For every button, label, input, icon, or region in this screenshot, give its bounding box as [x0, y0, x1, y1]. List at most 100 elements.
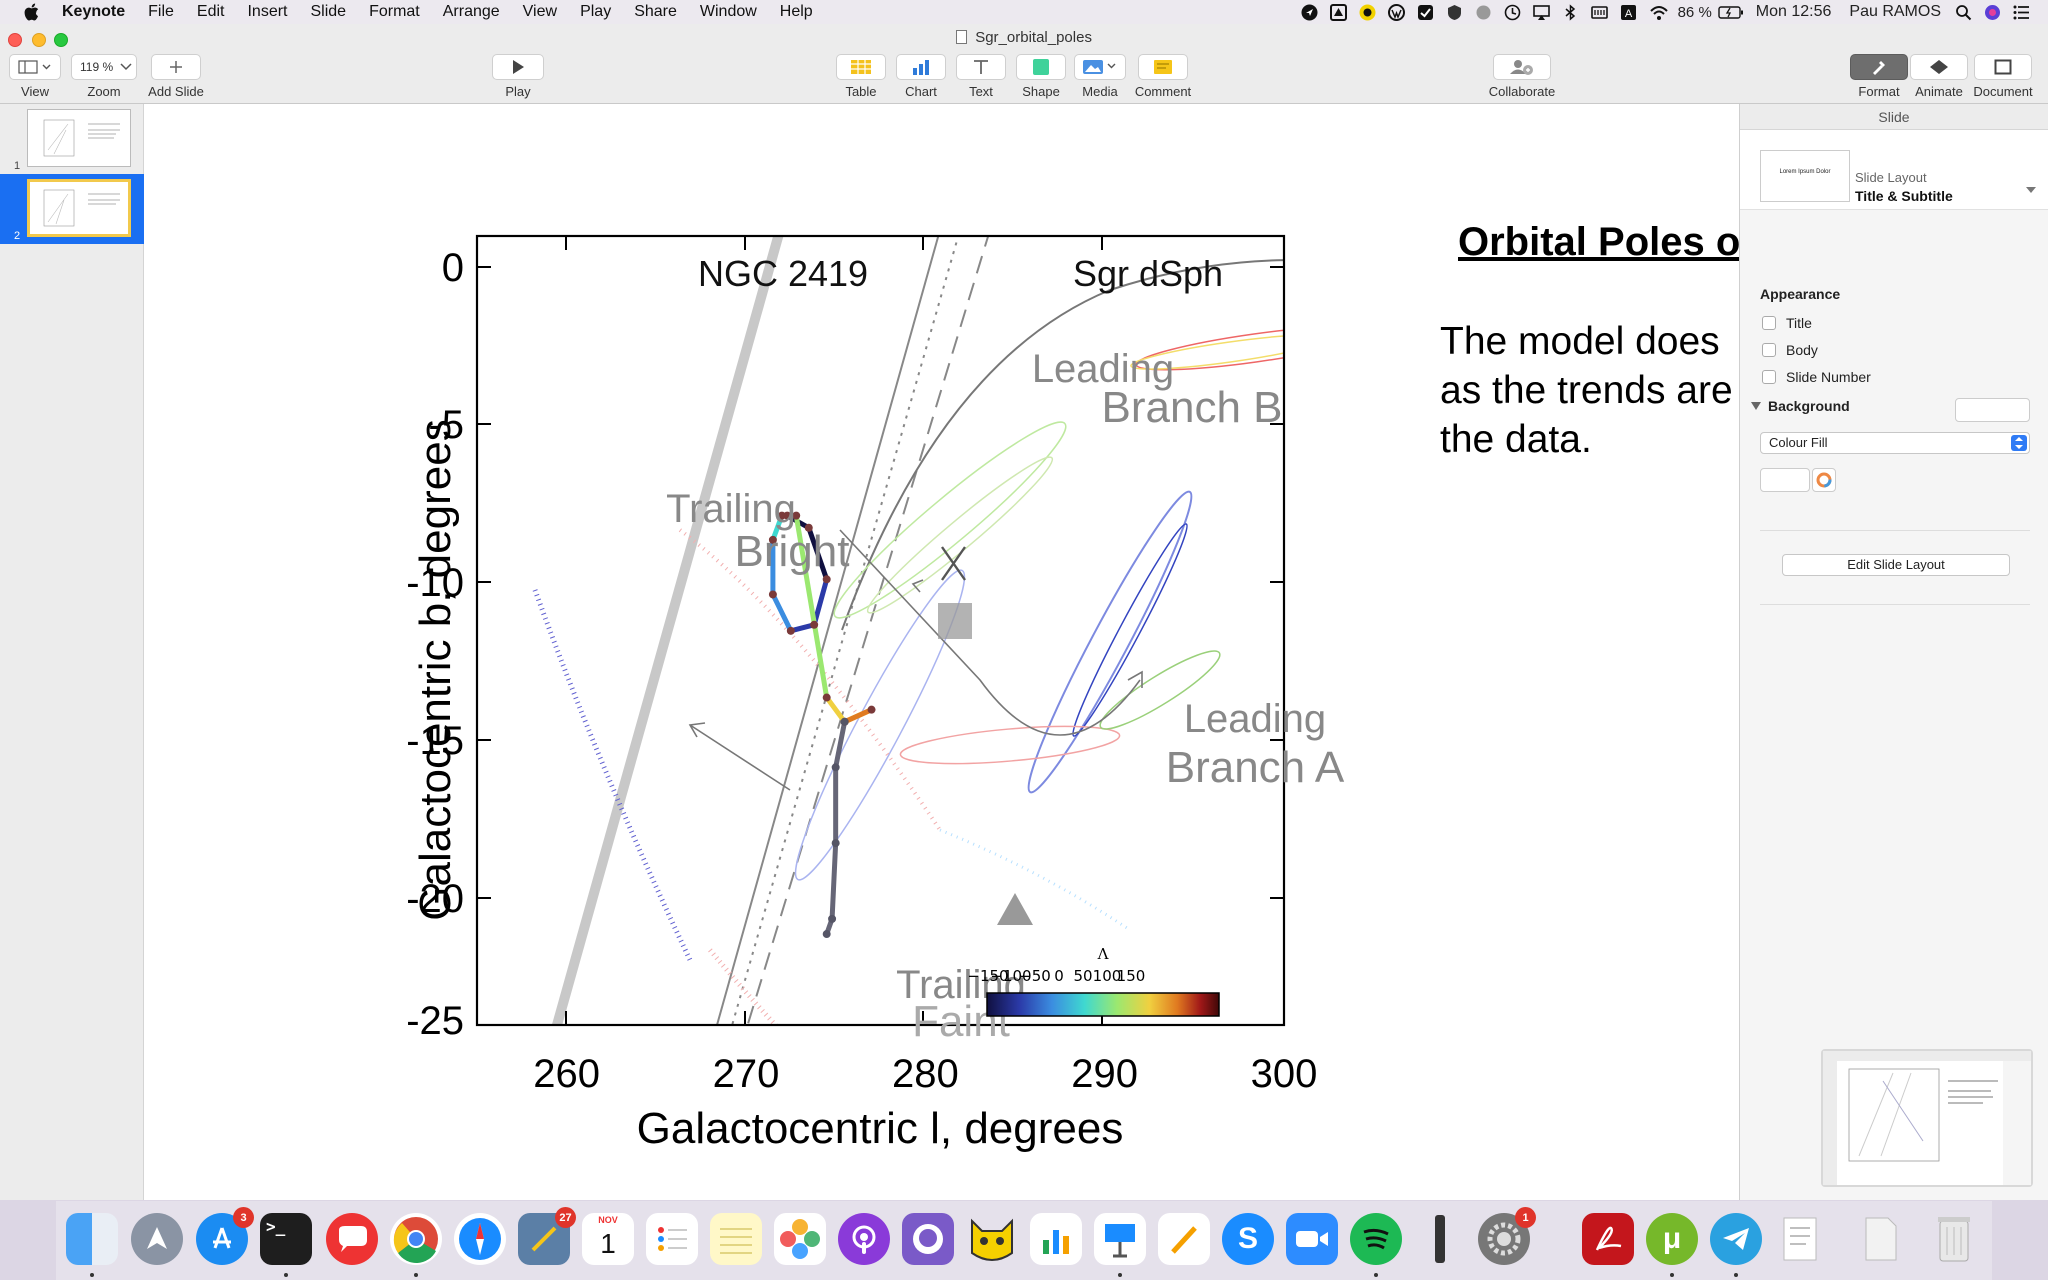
fill-type-dropdown[interactable]: Colour Fill	[1760, 432, 2030, 454]
pages-icon[interactable]	[1158, 1213, 1210, 1265]
document-control[interactable]: Document	[1970, 54, 2036, 99]
drive-icon[interactable]	[1329, 3, 1347, 21]
podcasts-icon[interactable]	[838, 1213, 890, 1265]
menu-app-name[interactable]: Keynote	[62, 3, 126, 20]
menu-play[interactable]: Play	[580, 3, 612, 20]
chart-button[interactable]	[896, 54, 946, 80]
checkbox-box[interactable]	[1762, 316, 1776, 330]
color-wheel-button[interactable]	[1812, 468, 1836, 492]
github-icon[interactable]	[902, 1213, 954, 1265]
terminal-icon[interactable]: >_	[260, 1213, 312, 1265]
play-control[interactable]: Play	[492, 54, 544, 99]
menu-format[interactable]: Format	[369, 3, 420, 20]
keynote-icon[interactable]	[1094, 1213, 1146, 1265]
slide-number-checkbox[interactable]: Slide Number	[1762, 368, 1871, 386]
chevron-down-icon[interactable]	[2025, 185, 2037, 195]
collaborate-control[interactable]: Collaborate	[1484, 54, 1560, 99]
downloads-stack-icon[interactable]	[1854, 1213, 1906, 1265]
app-store-icon[interactable]: 3	[196, 1207, 254, 1265]
chat-app-icon[interactable]	[326, 1213, 378, 1265]
clock[interactable]: Mon 12:56	[1755, 3, 1832, 20]
table-control[interactable]: Table	[836, 54, 886, 99]
system-preferences-icon[interactable]: 1	[1478, 1207, 1536, 1265]
battery-icon[interactable]	[1718, 4, 1744, 21]
play-button[interactable]	[492, 54, 544, 80]
menu-edit[interactable]: Edit	[196, 3, 225, 20]
notification-center-icon[interactable]	[2013, 4, 2030, 21]
telegram-icon[interactable]	[1710, 1213, 1762, 1265]
finder-icon[interactable]	[66, 1213, 118, 1265]
screenshot-preview-thumbnail[interactable]	[1821, 1049, 2033, 1187]
comment-button[interactable]	[1138, 54, 1188, 80]
document-title[interactable]: Sgr_orbital_poles	[975, 29, 1092, 46]
photos-icon[interactable]	[774, 1213, 826, 1265]
shield-icon[interactable]	[1446, 4, 1463, 21]
cyberduck-cat-icon[interactable]	[966, 1213, 1018, 1265]
wordpress-icon[interactable]	[1387, 3, 1405, 21]
disclosure-triangle-icon[interactable]	[1750, 401, 1762, 411]
trash-icon[interactable]	[1928, 1213, 1980, 1265]
zoom-window-button[interactable]	[54, 33, 68, 47]
add-slide-control[interactable]: Add Slide	[148, 54, 204, 99]
memory-icon[interactable]	[1590, 4, 1608, 21]
safari-icon[interactable]	[454, 1213, 506, 1265]
utorrent-icon[interactable]: μ	[1646, 1213, 1698, 1265]
menu-view[interactable]: View	[522, 3, 558, 20]
media-button[interactable]	[1074, 54, 1126, 80]
collaborate-button[interactable]	[1493, 54, 1551, 80]
checkbox-box[interactable]	[1762, 370, 1776, 384]
zoom-dropdown[interactable]: 119 %	[71, 54, 137, 80]
notes-icon[interactable]	[710, 1213, 762, 1265]
animate-button[interactable]	[1910, 54, 1968, 80]
time-machine-icon[interactable]	[1504, 4, 1521, 21]
background-color-well[interactable]	[1955, 398, 2030, 422]
checkbox-box[interactable]	[1762, 343, 1776, 357]
view-control[interactable]: View	[8, 54, 62, 99]
text-button[interactable]	[956, 54, 1006, 80]
menu-slide[interactable]: Slide	[310, 3, 347, 20]
zoom-app-icon[interactable]	[1286, 1213, 1338, 1265]
menu-arrange[interactable]: Arrange	[442, 3, 500, 20]
menu-share[interactable]: Share	[634, 3, 677, 20]
minimize-window-button[interactable]	[32, 33, 46, 47]
slide-canvas[interactable]: 0 -5 -10 -15 -20 -25 260 270 280 290 300 NGC 2419…	[145, 104, 1741, 1200]
inspector-tab-slide[interactable]: Slide	[1740, 104, 2048, 130]
user-name[interactable]: Pau RAMOS	[1849, 3, 1941, 20]
acrobat-icon[interactable]	[1582, 1213, 1634, 1265]
view-button[interactable]	[9, 54, 61, 80]
shape-control[interactable]: Shape	[1016, 54, 1066, 99]
comment-control[interactable]: Comment	[1132, 54, 1194, 99]
zoom-control[interactable]: 119 % Zoom	[70, 54, 138, 99]
media-control[interactable]: Media	[1074, 54, 1126, 99]
document-button[interactable]	[1974, 54, 2032, 80]
bluetooth-icon[interactable]	[1562, 3, 1579, 21]
menu-window[interactable]: Window	[699, 3, 757, 20]
menu-file[interactable]: File	[148, 3, 174, 20]
reminders-icon[interactable]	[646, 1213, 698, 1265]
chart-control[interactable]: Chart	[896, 54, 946, 99]
wifi-icon[interactable]	[1649, 4, 1668, 21]
animate-control[interactable]: Animate	[1910, 54, 1968, 99]
fill-color-well[interactable]	[1760, 468, 1810, 492]
slide-thumbnail-2[interactable]: 2	[0, 174, 144, 244]
input-source-icon[interactable]: A	[1620, 4, 1637, 21]
title-checkbox[interactable]: Title	[1762, 314, 1812, 332]
slide-thumbnail-1[interactable]: 1	[0, 104, 144, 174]
slide-title[interactable]: Orbital Poles o	[1458, 220, 1741, 264]
shape-button[interactable]	[1016, 54, 1066, 80]
text-control[interactable]: Text	[956, 54, 1006, 99]
airplay-icon[interactable]	[1532, 4, 1550, 21]
skype-icon[interactable]: S	[1222, 1213, 1274, 1265]
globe-icon[interactable]	[1475, 4, 1492, 21]
orbital-poles-figure[interactable]: 0 -5 -10 -15 -20 -25 260 270 280 290 300 NGC 2419…	[320, 170, 1460, 1180]
checkmark-icon[interactable]	[1417, 4, 1434, 21]
table-button[interactable]	[836, 54, 886, 80]
body-checkbox[interactable]: Body	[1762, 341, 1818, 359]
spotlight-icon[interactable]	[1955, 4, 1972, 21]
add-slide-button[interactable]	[151, 54, 201, 80]
edit-slide-layout-button[interactable]: Edit Slide Layout	[1782, 554, 2010, 576]
numbers-icon[interactable]	[1030, 1213, 1082, 1265]
siri-icon[interactable]	[1984, 4, 2001, 21]
textedit-icon[interactable]	[1774, 1213, 1826, 1265]
launchpad-icon[interactable]	[131, 1213, 183, 1265]
